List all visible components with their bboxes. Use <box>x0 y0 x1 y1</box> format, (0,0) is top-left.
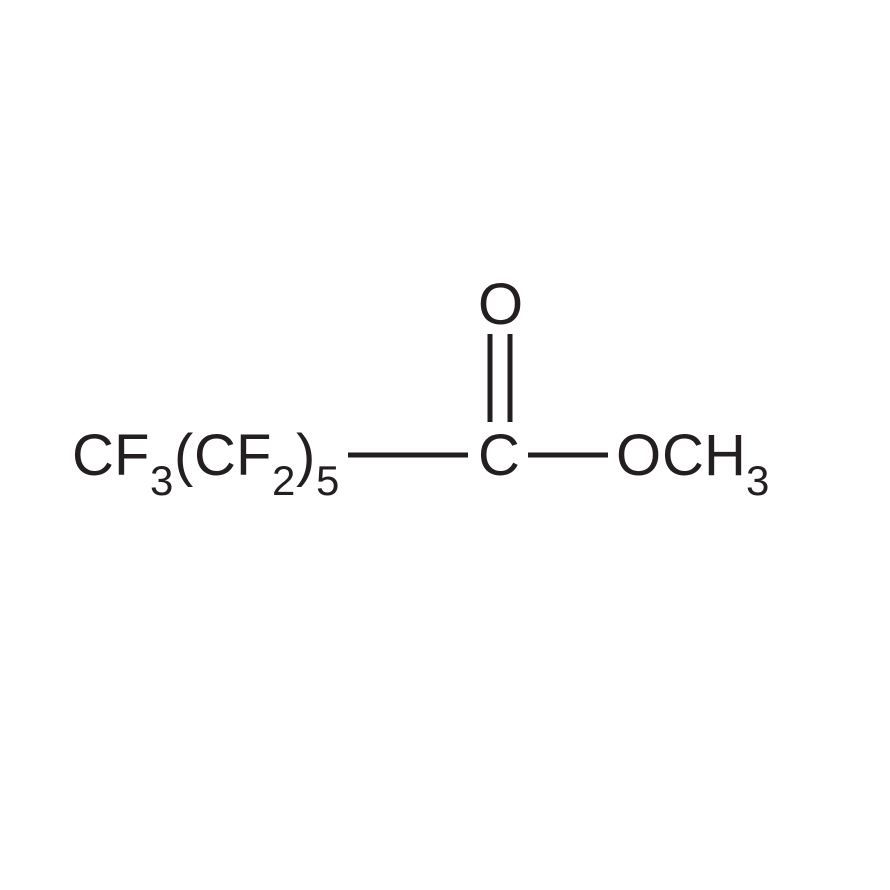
top-o: O <box>478 272 523 337</box>
left-group-c1: C <box>72 423 114 488</box>
left-group-sub2: 2 <box>272 457 295 504</box>
chemical-structure-diagram: C F 3 ( C F 2 ) 5 C O O C H 3 <box>0 0 890 890</box>
center-c: C <box>478 423 520 488</box>
right-h: H <box>704 423 746 488</box>
right-o: O <box>616 423 661 488</box>
right-sub: 3 <box>746 457 769 504</box>
left-group-c2: C <box>194 423 236 488</box>
right-c: C <box>662 423 704 488</box>
left-group-f1: F <box>114 423 149 488</box>
left-group-sub1: 3 <box>150 457 173 504</box>
left-group-paren-open: ( <box>174 423 193 488</box>
left-group-f2: F <box>236 423 271 488</box>
left-group-paren-close: ) <box>296 423 315 488</box>
left-group-sub3: 5 <box>316 457 339 504</box>
